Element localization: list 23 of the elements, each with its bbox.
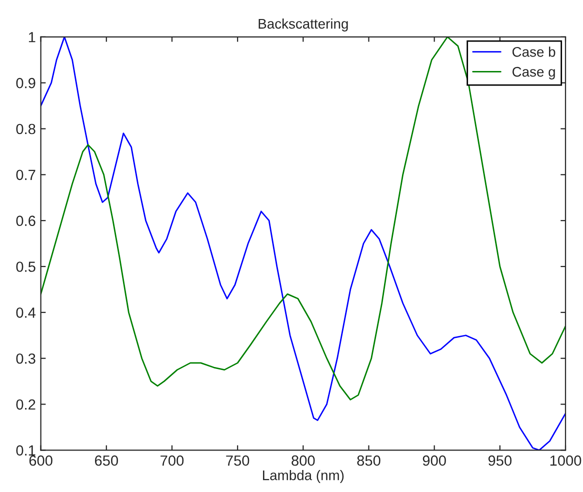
legend-label: Case g: [512, 66, 555, 80]
y-tick-label: 0.2: [16, 399, 36, 410]
x-tick-label: 600: [29, 455, 52, 466]
legend-label: Case b: [512, 46, 556, 57]
y-tick-label: 0.5: [16, 262, 36, 272]
y-tick-label: 0.4: [16, 308, 36, 318]
x-axis-title: Lambda (nm): [263, 470, 344, 483]
x-tick-label: 1000: [550, 455, 582, 466]
y-tick-label: 0.6: [16, 216, 36, 226]
x-tick-label: 650: [94, 455, 118, 466]
y-tick-label: 0.1: [16, 445, 36, 456]
x-tick-label: 800: [292, 455, 315, 466]
y-tick-label: 0.9: [16, 78, 36, 88]
x-tick-label: 750: [226, 455, 250, 466]
x-tick-label: 850: [357, 455, 380, 466]
chart-title: Backscattering: [258, 18, 348, 32]
y-tick-label: 0.3: [16, 353, 36, 364]
y-tick-label: 1: [28, 32, 36, 42]
y-tick-label: 0.8: [16, 124, 36, 134]
x-tick-label: 900: [422, 455, 446, 466]
x-tick-label: 700: [160, 455, 184, 466]
y-tick-label: 0.7: [16, 170, 36, 180]
x-tick-label: 950: [488, 455, 512, 466]
